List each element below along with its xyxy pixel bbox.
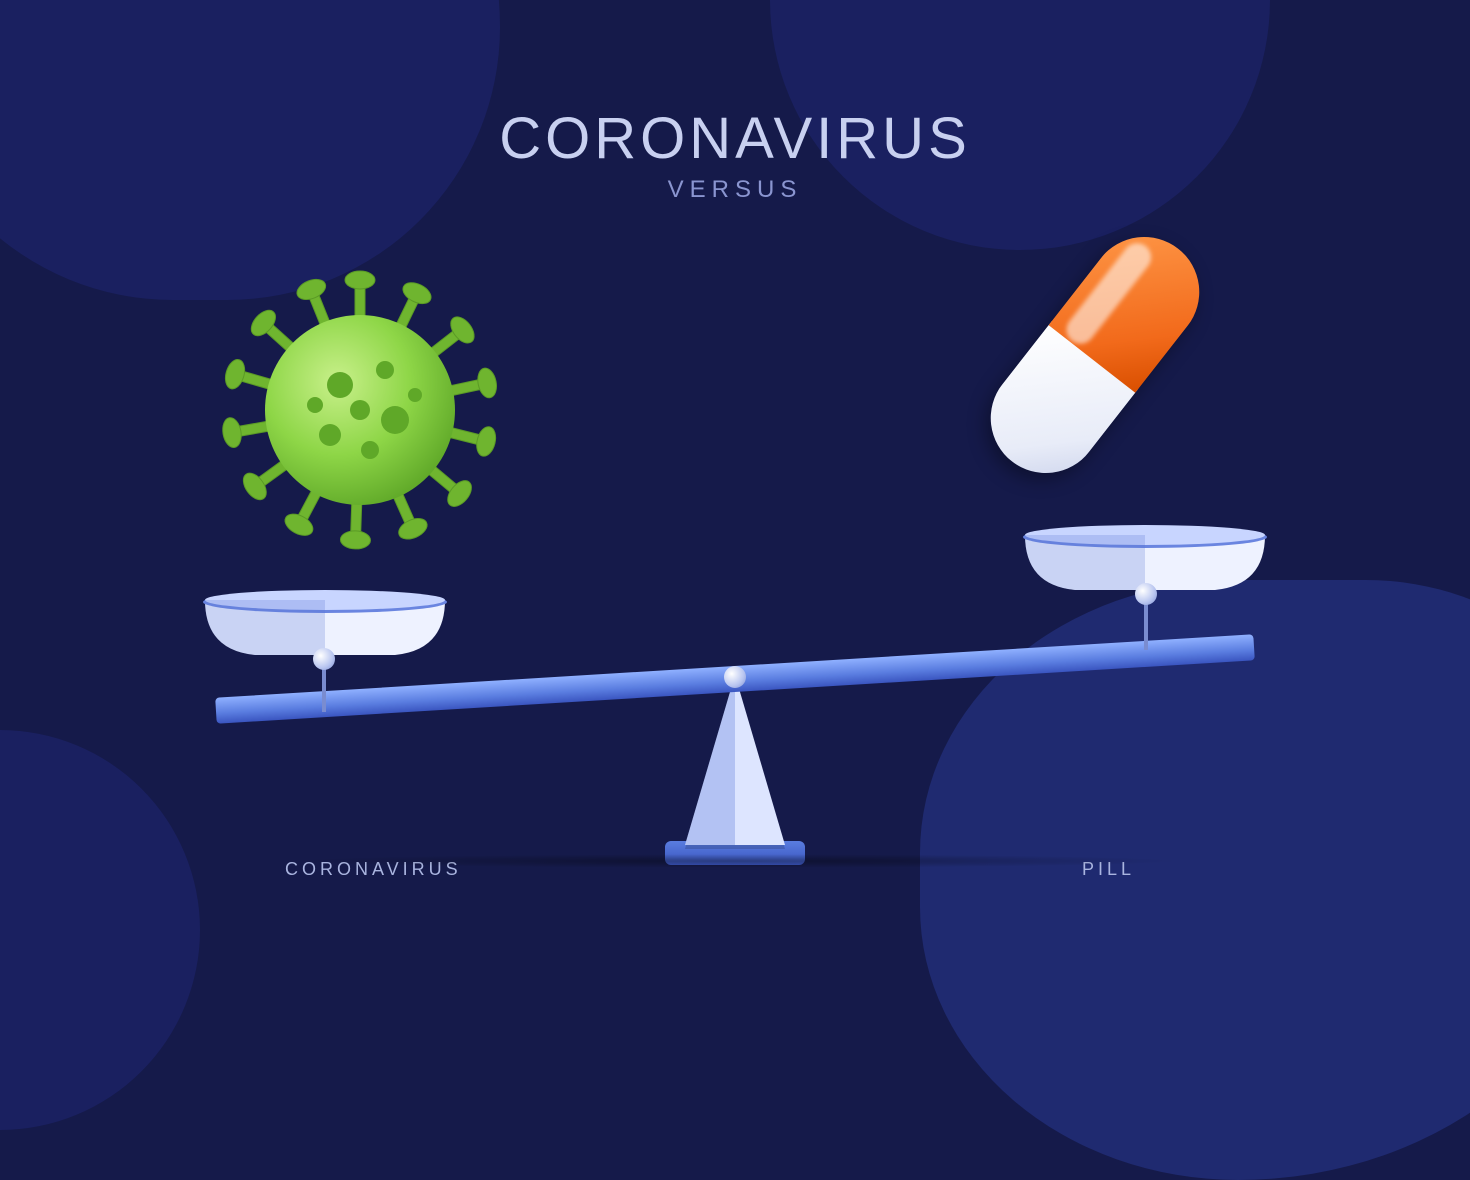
scale-joint-left-icon <box>313 648 335 670</box>
pill-icon <box>898 158 1291 551</box>
title-block: CORONAVIRUS VERSUS <box>499 105 971 204</box>
title: CORONAVIRUS <box>499 105 971 172</box>
scale-pivot-icon <box>724 666 746 688</box>
scale-illustration: CORONAVIRUS PILL <box>135 190 1335 890</box>
scale-base-cone <box>685 675 785 845</box>
scale-joint-right-icon <box>1135 583 1157 605</box>
floor-shadow <box>285 854 1185 868</box>
virus-icon <box>220 270 500 550</box>
scale-hanger-right <box>1144 600 1148 650</box>
subtitle: VERSUS <box>499 176 971 204</box>
